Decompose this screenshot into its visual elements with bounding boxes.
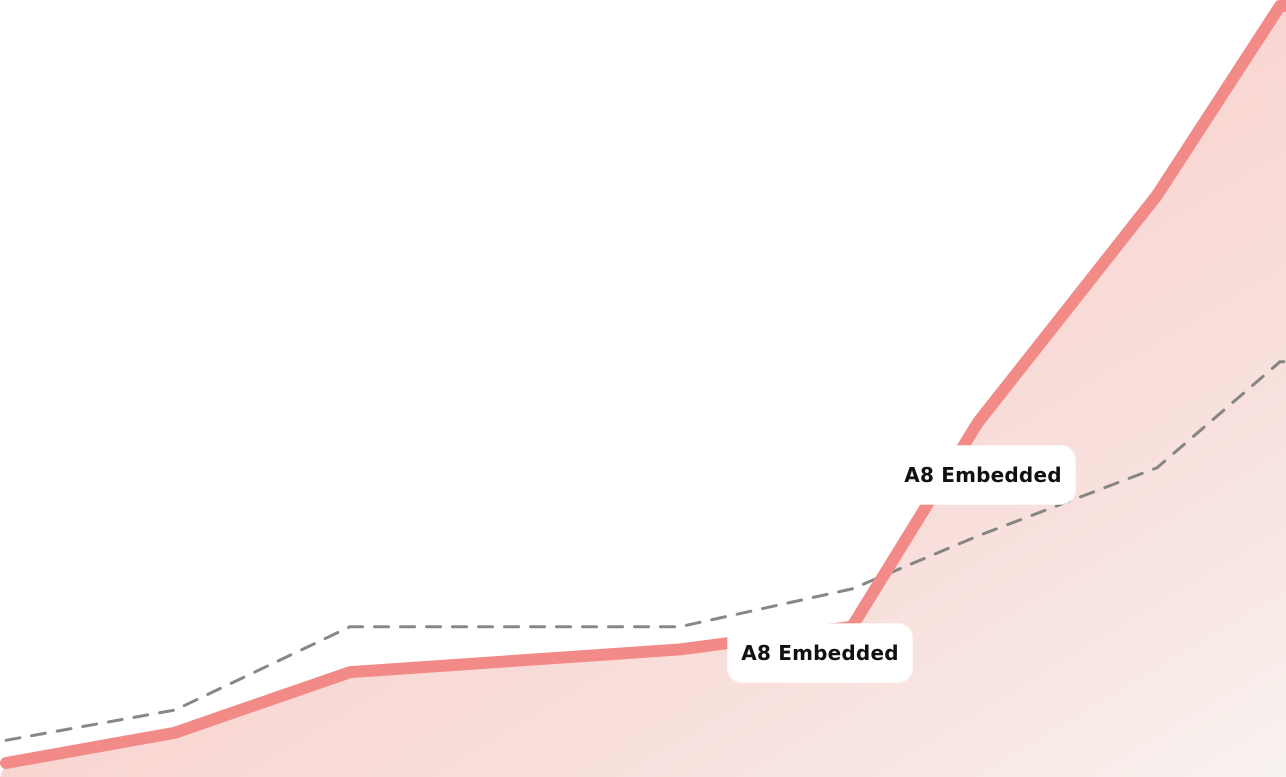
series-area-fill [0,6,1286,777]
dashed-series-layer [4,360,1286,742]
annotation-label-lower: A8 Embedded [728,624,912,682]
area-layer [0,6,1286,777]
annotation-label-upper: A8 Embedded [891,446,1075,504]
